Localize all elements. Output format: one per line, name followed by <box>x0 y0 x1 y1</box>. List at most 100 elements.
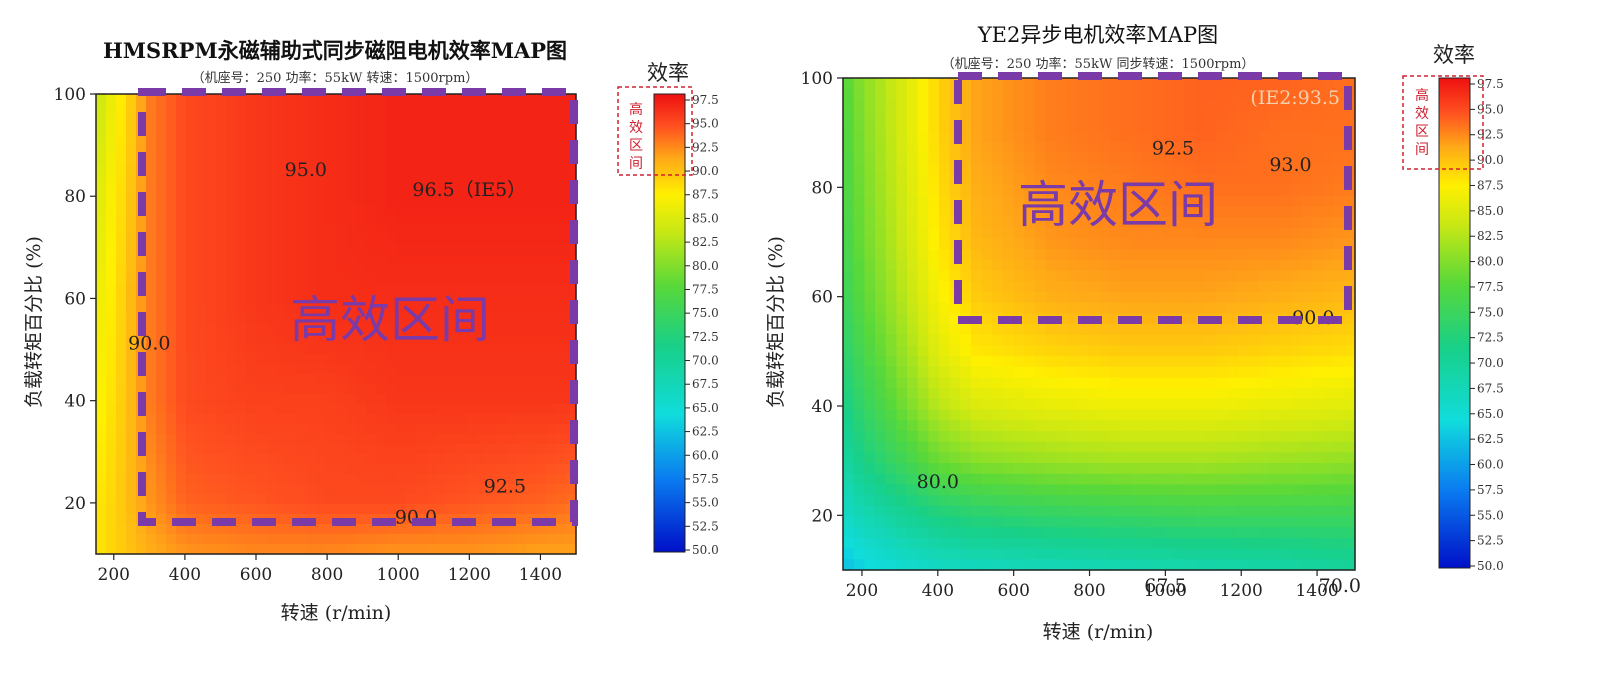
heatmap-cell <box>246 294 257 305</box>
heatmap-cell <box>356 514 367 525</box>
heatmap-cell <box>1259 249 1271 261</box>
heatmap-cell <box>346 224 357 235</box>
heatmap-cell <box>486 104 497 115</box>
heatmap-cell <box>376 154 387 165</box>
heatmap-cell <box>1344 356 1356 368</box>
heatmap-cell <box>1088 409 1100 421</box>
heatmap-cell <box>536 274 547 285</box>
heatmap-cell <box>875 174 887 186</box>
heatmap-cell <box>1237 195 1249 207</box>
heatmap-cell <box>456 444 467 455</box>
heatmap-cell <box>356 524 367 535</box>
heatmap-cell <box>1077 559 1089 571</box>
heatmap-cell <box>116 334 127 345</box>
heatmap-cell <box>971 163 983 175</box>
heatmap-cell <box>1301 334 1313 346</box>
heatmap-cell <box>1152 291 1164 304</box>
heatmap-cell <box>1067 334 1079 346</box>
heatmap-cell <box>1056 227 1068 240</box>
heatmap-cell <box>276 304 287 315</box>
heatmap-cell <box>864 163 876 175</box>
heatmap-cell <box>1323 356 1335 368</box>
heatmap-cell <box>1227 388 1239 400</box>
heatmap-cell <box>1237 281 1249 293</box>
heatmap-cell <box>1216 227 1228 240</box>
heatmap-cell <box>981 345 993 357</box>
heatmap-cell <box>516 484 527 495</box>
heatmap-cell <box>1163 163 1175 175</box>
heatmap-cell <box>1141 238 1153 250</box>
heatmap-cell <box>106 244 117 255</box>
heatmap-cell <box>536 174 547 185</box>
heatmap-cell <box>843 345 855 357</box>
heatmap-cell <box>949 377 961 389</box>
heatmap-cell <box>116 454 127 465</box>
heatmap-cell <box>466 354 477 365</box>
heatmap-cell <box>1131 131 1143 143</box>
heatmap-cell <box>1227 270 1239 282</box>
colorbar-tick-label: 62.5 <box>692 425 719 439</box>
heatmap-cell <box>226 264 237 275</box>
heatmap-cell <box>356 94 367 105</box>
heatmap-cell <box>426 294 437 305</box>
heatmap-cell <box>1333 99 1345 111</box>
heatmap-cell <box>1056 473 1068 486</box>
heatmap-cell <box>456 224 467 235</box>
heatmap-cell <box>326 154 337 165</box>
heatmap-cell <box>506 154 517 165</box>
heatmap-cell <box>1035 463 1047 475</box>
heatmap-cell <box>406 414 417 425</box>
heatmap-cell <box>146 224 157 235</box>
heatmap-cell <box>566 164 577 175</box>
heatmap-cell <box>971 259 983 272</box>
heatmap-cell <box>1120 259 1132 272</box>
heatmap-cell <box>406 404 417 415</box>
heatmap-cell <box>1003 324 1015 336</box>
heatmap-cell <box>1013 537 1025 550</box>
heatmap-cell <box>1045 430 1057 443</box>
heatmap-cell <box>566 284 577 295</box>
heatmap-cell <box>1035 131 1047 143</box>
heatmap-cell <box>186 544 197 555</box>
heatmap-cell <box>1291 206 1303 218</box>
heatmap-cell <box>556 424 567 435</box>
heatmap-cell <box>386 404 397 415</box>
heatmap-cell <box>1088 334 1100 346</box>
heatmap-cell <box>296 244 307 255</box>
heatmap-cell <box>1131 334 1143 346</box>
heatmap-cell <box>246 524 257 535</box>
heatmap-cell <box>1269 516 1281 528</box>
heatmap-cell <box>406 294 417 305</box>
heatmap-cell <box>864 430 876 443</box>
heatmap-cell <box>1205 78 1217 90</box>
heatmap-cell <box>1323 184 1335 197</box>
heatmap-cell <box>885 420 897 432</box>
heatmap-cell <box>1088 377 1100 389</box>
colorbar-tick-label: 65.0 <box>692 401 719 415</box>
heatmap-cell <box>1131 559 1143 571</box>
heatmap-cell <box>466 264 477 275</box>
heatmap-cell <box>316 124 327 135</box>
heatmap-cell <box>546 394 557 405</box>
heatmap-cell <box>116 94 127 105</box>
heatmap-cell <box>266 264 277 275</box>
heatmap-cell <box>316 244 327 255</box>
heatmap-cell <box>326 134 337 145</box>
heatmap-cell <box>1205 516 1217 528</box>
heatmap-cell <box>426 354 437 365</box>
heatmap-cell <box>1099 441 1111 453</box>
heatmap-cell <box>96 504 107 515</box>
heatmap-cell <box>1067 120 1079 133</box>
heatmap-cell <box>928 537 940 550</box>
heatmap-cell <box>939 527 951 539</box>
heatmap-cell <box>939 420 951 432</box>
heatmap-cell <box>843 238 855 250</box>
heatmap-cell <box>176 234 187 245</box>
heatmap-cell <box>1269 420 1281 432</box>
heatmap-cell <box>236 274 247 285</box>
heatmap-cell <box>1120 441 1132 453</box>
heatmap-cell <box>1173 345 1185 357</box>
heatmap-cell <box>226 324 237 335</box>
heatmap-cell <box>1152 484 1164 496</box>
heatmap-cell <box>266 94 277 105</box>
